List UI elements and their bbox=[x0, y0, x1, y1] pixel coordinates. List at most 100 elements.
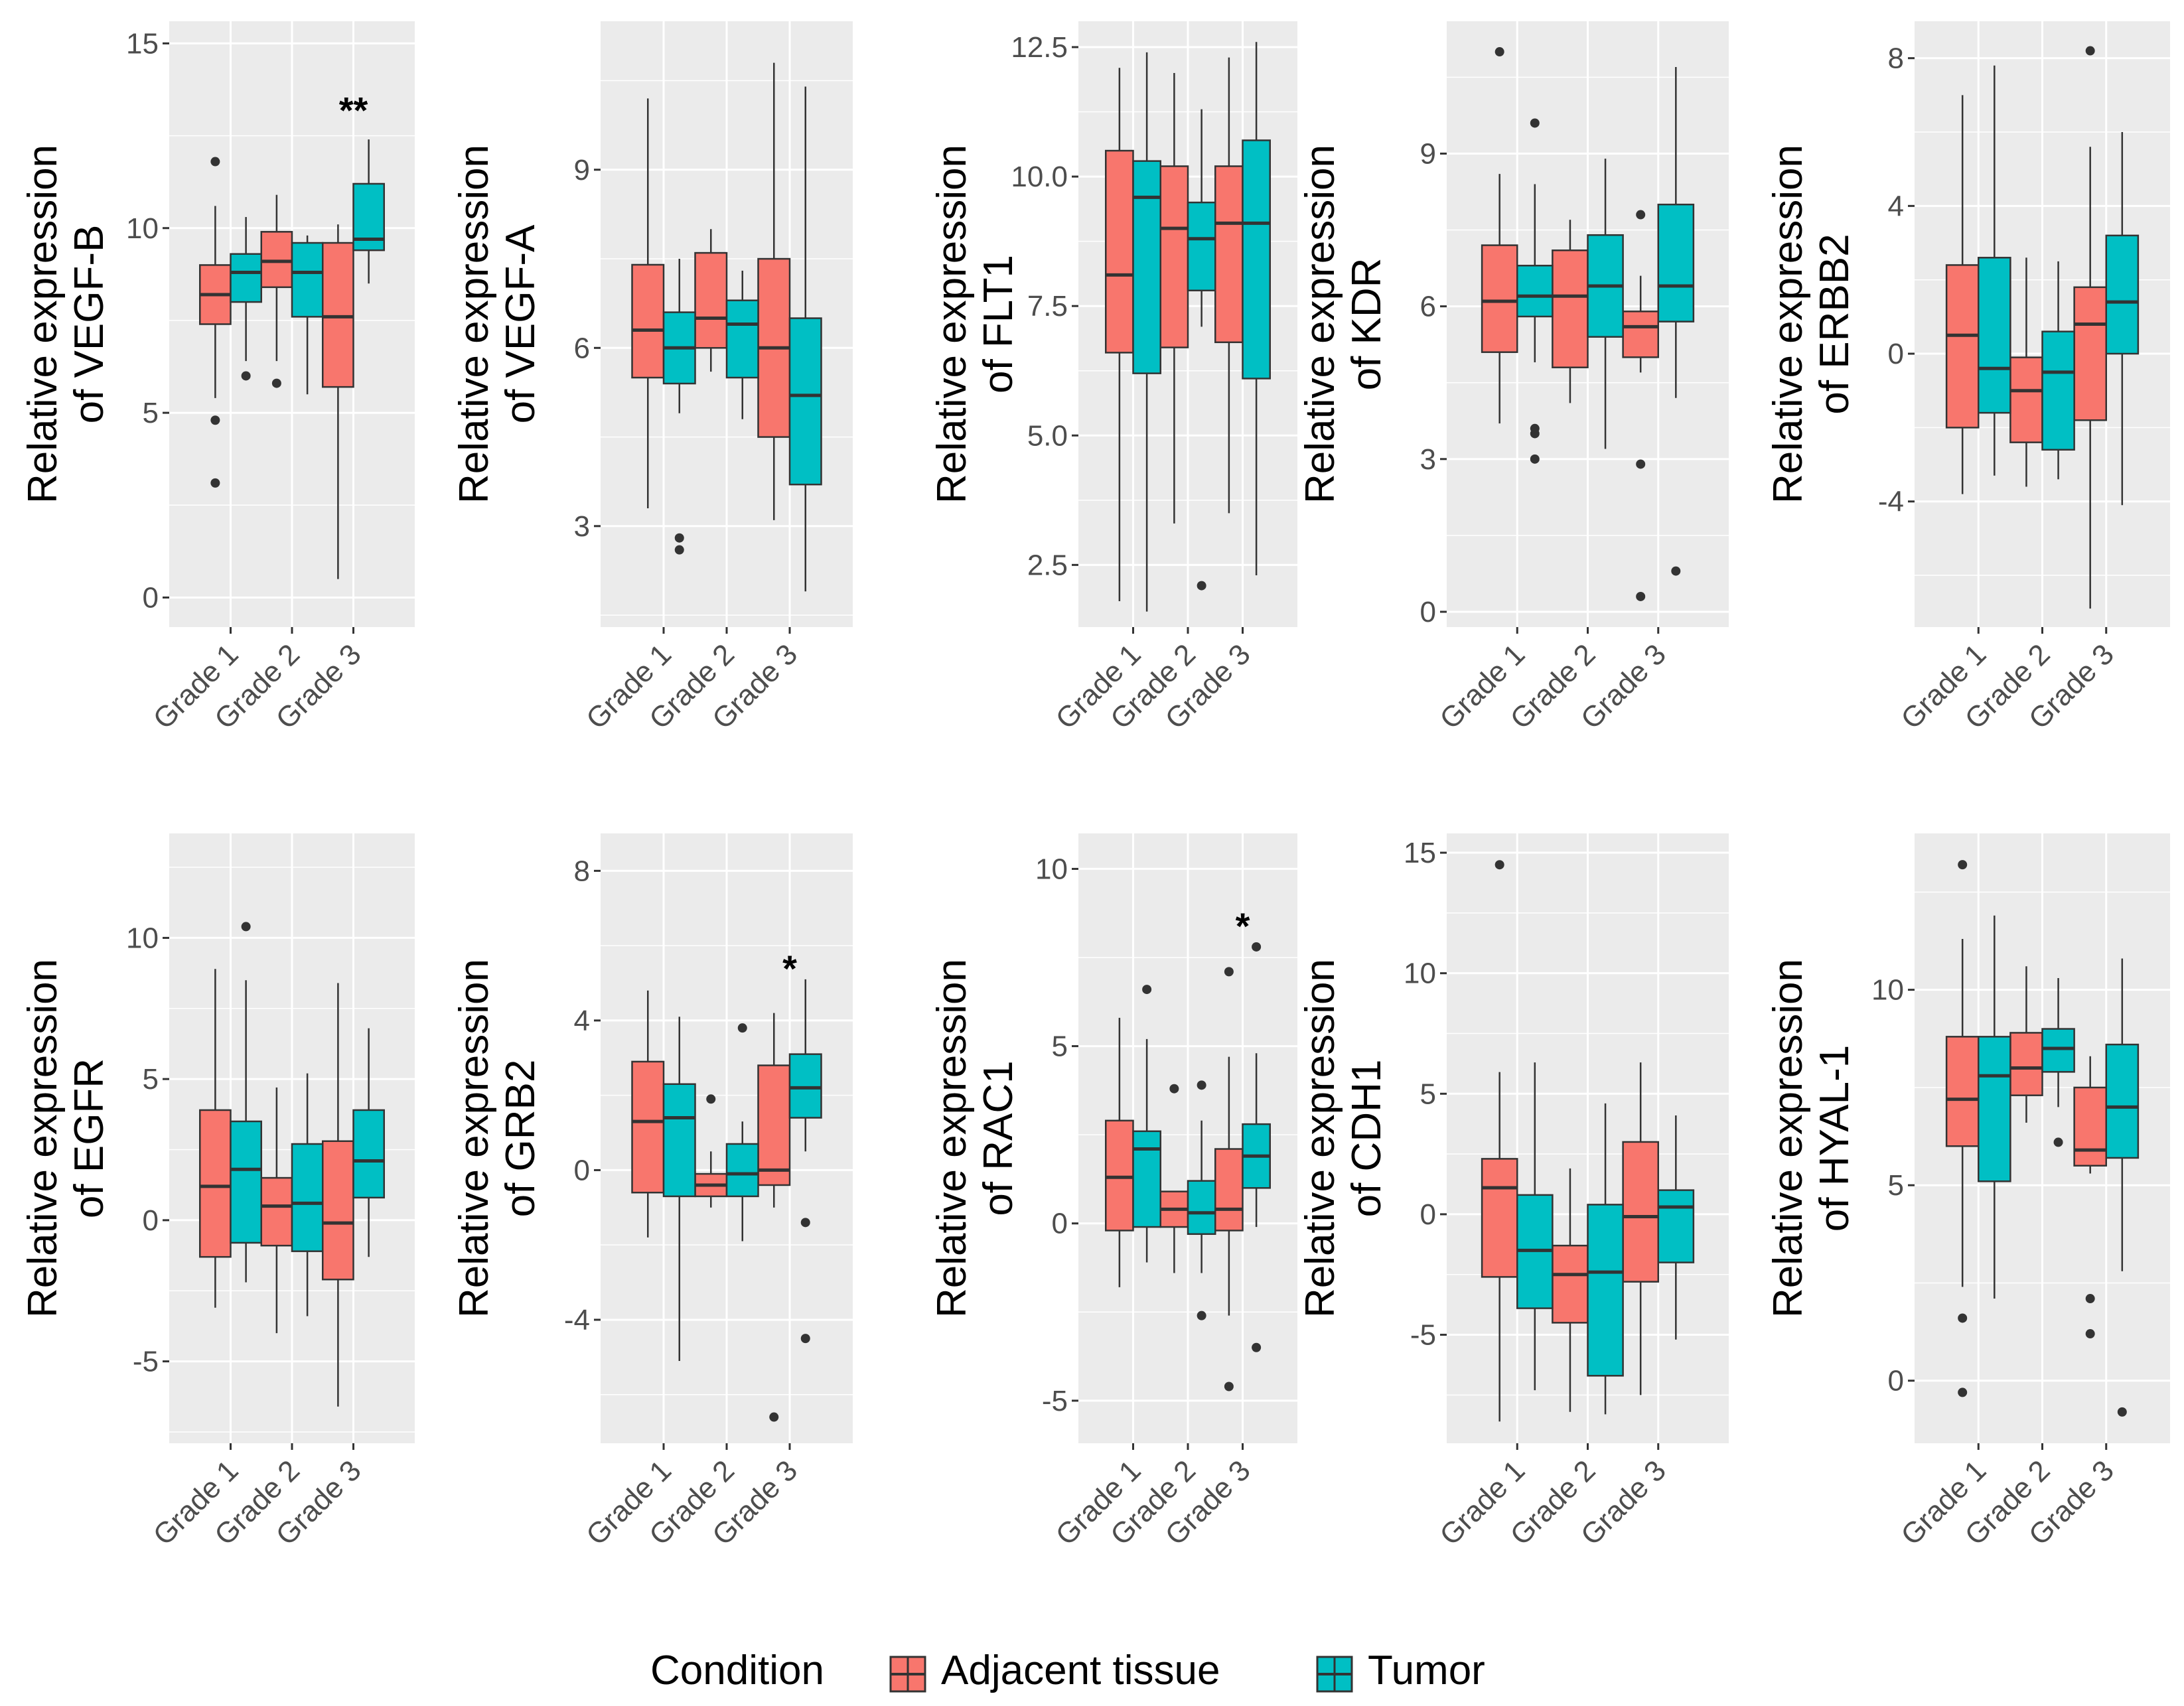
box-adjacent-grade-1 bbox=[1481, 860, 1518, 1422]
y-axis-label-line2: of CDH1 bbox=[1344, 1060, 1390, 1218]
box-tumor-grade-2 bbox=[1187, 109, 1216, 591]
outlier-point bbox=[737, 1023, 747, 1033]
outlier-point bbox=[674, 545, 684, 555]
box-tumor-grade-2 bbox=[2041, 261, 2075, 480]
box-tumor-grade-3 bbox=[352, 1028, 385, 1257]
y-axis-label-line1: Relative expression bbox=[1297, 959, 1343, 1318]
significance-marker: * bbox=[1236, 905, 1250, 947]
outlier-point bbox=[271, 378, 281, 388]
y-axis-label-line2: of VEGF-A bbox=[498, 224, 544, 423]
y-tick-label: 10 bbox=[126, 922, 159, 954]
box-adjacent-grade-3 bbox=[1622, 1062, 1659, 1395]
outlier-point bbox=[1494, 47, 1504, 57]
box-body bbox=[291, 1143, 324, 1252]
box-adjacent-grade-3 bbox=[757, 1013, 791, 1422]
y-axis-label-line2: of KDR bbox=[1344, 258, 1390, 391]
outlier-point bbox=[1530, 118, 1540, 128]
y-axis-label-line1: Relative expression bbox=[20, 959, 66, 1318]
y-tick-label: 15 bbox=[126, 27, 159, 60]
box-adjacent-grade-3 bbox=[2073, 1056, 2107, 1339]
y-tick-label: 6 bbox=[1420, 291, 1436, 323]
box-body bbox=[2041, 330, 2075, 451]
box-body bbox=[1622, 1141, 1659, 1283]
box-tumor-grade-1 bbox=[1132, 52, 1161, 612]
box-body bbox=[2009, 356, 2043, 443]
y-tick-label: 10 bbox=[126, 212, 159, 245]
box-body bbox=[2073, 286, 2107, 421]
y-axis-label-line1: Relative expression bbox=[929, 145, 975, 504]
box-body bbox=[2105, 1043, 2140, 1159]
legend-label-tumor: Tumor bbox=[1368, 1648, 1485, 1693]
box-body bbox=[631, 1060, 665, 1194]
box-body bbox=[1132, 1130, 1161, 1228]
outlier-point bbox=[769, 1412, 779, 1422]
outlier-point bbox=[1494, 860, 1504, 870]
outlier-point bbox=[2085, 1329, 2095, 1339]
outlier-point bbox=[241, 371, 251, 381]
box-adjacent-grade-2 bbox=[694, 229, 728, 372]
box-body bbox=[352, 1109, 385, 1199]
outlier-point bbox=[2053, 1137, 2063, 1147]
box-body bbox=[1481, 244, 1518, 353]
outlier-point bbox=[2117, 1407, 2127, 1417]
y-tick-label: 5 bbox=[1420, 1078, 1436, 1110]
box-adjacent-grade-1 bbox=[199, 969, 232, 1308]
box-body bbox=[1657, 203, 1695, 322]
box-tumor-grade-1 bbox=[1132, 985, 1161, 1263]
y-tick-label: 4 bbox=[574, 1005, 590, 1037]
box-tumor-grade-1 bbox=[230, 922, 262, 1283]
outlier-point bbox=[1671, 566, 1681, 576]
box-adjacent-grade-1 bbox=[631, 98, 665, 508]
box-body bbox=[322, 242, 354, 388]
y-tick-label: 4 bbox=[1888, 190, 1904, 222]
y-tick-label: -5 bbox=[133, 1346, 159, 1378]
box-adjacent-grade-1 bbox=[631, 990, 665, 1238]
box-body bbox=[1945, 1036, 1980, 1147]
box-tumor-grade-3 bbox=[788, 979, 822, 1344]
box-adjacent-grade-1 bbox=[1945, 860, 1980, 1397]
y-tick-label: 0 bbox=[1420, 1198, 1436, 1231]
box-adjacent-grade-3 bbox=[1214, 57, 1244, 514]
y-tick-label: -5 bbox=[1410, 1319, 1436, 1352]
box-adjacent-grade-3 bbox=[1214, 967, 1244, 1391]
y-tick-label: 15 bbox=[1404, 837, 1436, 869]
y-tick-label: 5 bbox=[143, 1063, 159, 1096]
legend-key-adjacent bbox=[889, 1656, 926, 1693]
outlier-point bbox=[800, 1218, 810, 1228]
box-adjacent-grade-1 bbox=[1105, 1017, 1134, 1287]
box-body bbox=[725, 299, 759, 379]
outlier-point bbox=[1958, 860, 1968, 870]
box-body bbox=[199, 1109, 232, 1258]
box-body bbox=[788, 317, 822, 486]
box-tumor-grade-1 bbox=[1516, 1062, 1554, 1391]
box-body bbox=[1481, 1158, 1518, 1278]
box-body bbox=[1516, 265, 1554, 318]
outlier-point bbox=[1530, 429, 1540, 439]
y-axis-label-line1: Relative expression bbox=[929, 959, 975, 1318]
outlier-point bbox=[1958, 1387, 1968, 1397]
box-tumor-grade-2 bbox=[1187, 1080, 1216, 1320]
outlier-point bbox=[1530, 454, 1540, 464]
y-axis-label-line1: Relative expression bbox=[451, 959, 497, 1318]
box-adjacent-grade-3 bbox=[322, 983, 354, 1407]
legend-label-adjacent: Adjacent tissue bbox=[941, 1648, 1220, 1693]
box-tumor-grade-3 bbox=[1242, 942, 1271, 1352]
box-body bbox=[1552, 249, 1589, 368]
y-tick-label: 5.0 bbox=[1027, 419, 1068, 452]
outlier-point bbox=[1252, 942, 1262, 952]
box-adjacent-grade-2 bbox=[2009, 257, 2043, 487]
box-body bbox=[788, 1053, 822, 1119]
outlier-point bbox=[674, 533, 684, 543]
y-tick-label: 8 bbox=[1888, 42, 1904, 75]
y-axis-label-line2: of HYAL-1 bbox=[1812, 1045, 1857, 1232]
box-body bbox=[1214, 165, 1244, 344]
box-body bbox=[757, 1064, 791, 1186]
outlier-point bbox=[1197, 1311, 1206, 1320]
box-body bbox=[1945, 264, 1980, 429]
y-tick-label: -4 bbox=[1878, 486, 1904, 518]
box-body bbox=[260, 1176, 293, 1247]
box-body bbox=[662, 1083, 696, 1198]
